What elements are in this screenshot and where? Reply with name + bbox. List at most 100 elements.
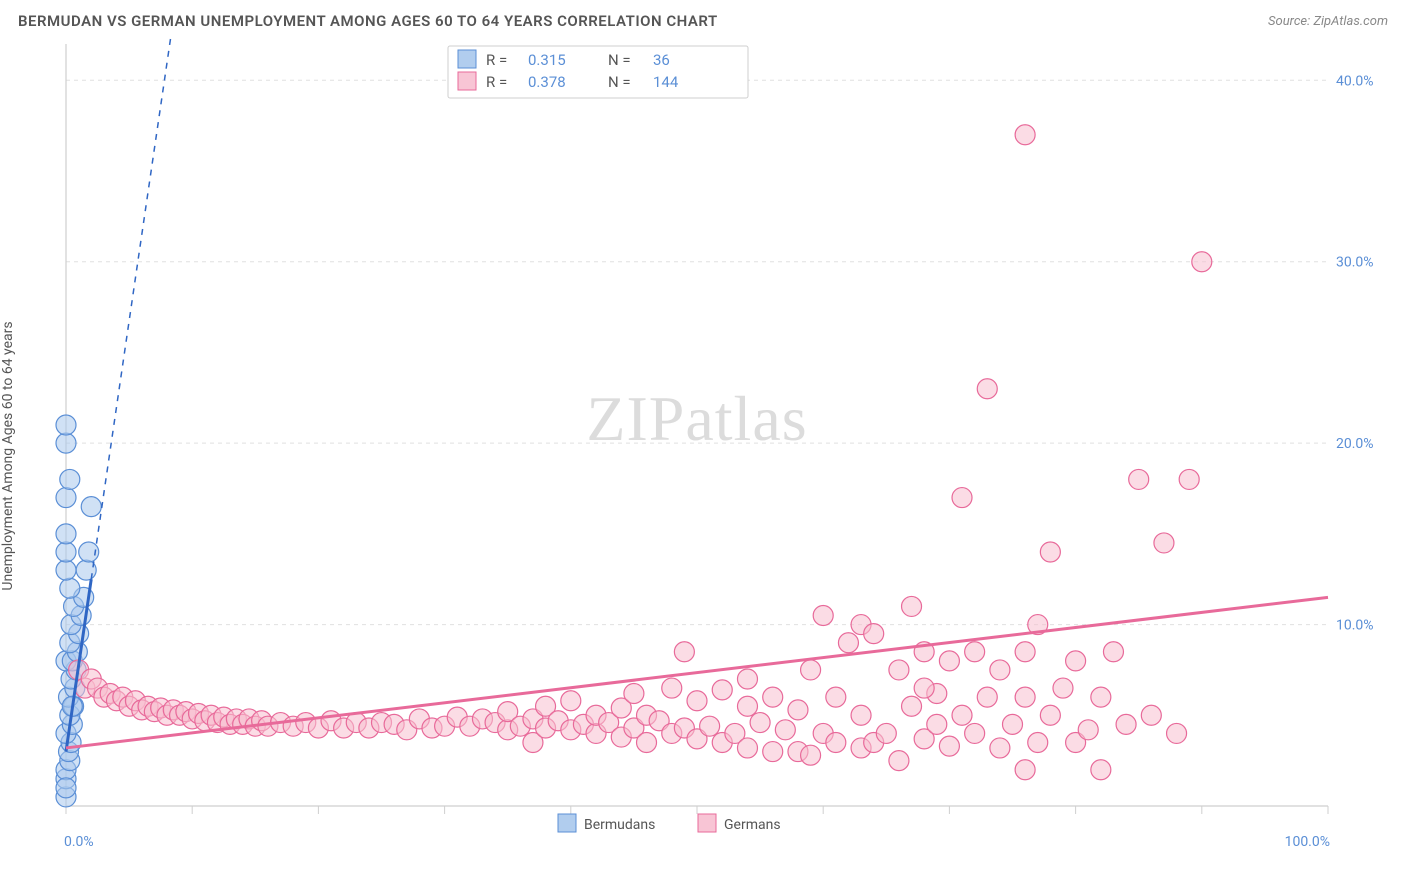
data-point xyxy=(56,524,76,544)
data-point xyxy=(1003,714,1023,734)
data-point xyxy=(624,684,644,704)
data-point xyxy=(712,680,732,700)
data-point xyxy=(990,660,1010,680)
data-point xyxy=(1015,687,1035,707)
data-point xyxy=(977,379,997,399)
data-point xyxy=(1066,651,1086,671)
legend-r-label: R = xyxy=(486,51,507,69)
data-point xyxy=(737,738,757,758)
data-point xyxy=(56,542,76,562)
data-point xyxy=(1040,705,1060,725)
legend-swatch xyxy=(458,72,476,90)
data-point xyxy=(864,624,884,644)
data-point xyxy=(851,705,871,725)
data-point xyxy=(902,596,922,616)
data-point xyxy=(56,415,76,435)
data-point xyxy=(927,714,947,734)
data-point xyxy=(876,723,896,743)
data-point xyxy=(977,687,997,707)
data-point xyxy=(1028,733,1048,753)
data-point xyxy=(56,778,76,798)
data-point xyxy=(788,700,808,720)
data-point xyxy=(60,469,80,489)
data-point xyxy=(561,691,581,711)
data-point xyxy=(81,497,101,517)
stats-legend: R =0.315N =36R =0.378N =144 xyxy=(448,46,748,98)
data-point xyxy=(56,488,76,508)
data-point xyxy=(737,669,757,689)
y-tick-label: 30.0% xyxy=(1336,255,1374,271)
data-point xyxy=(1091,687,1111,707)
data-point xyxy=(1015,760,1035,780)
legend-n-value: 36 xyxy=(653,51,670,69)
data-point xyxy=(1154,533,1174,553)
data-point xyxy=(1129,469,1149,489)
watermark-text: ZIPatlas xyxy=(586,383,807,454)
y-tick-label: 20.0% xyxy=(1336,436,1374,452)
data-point xyxy=(939,736,959,756)
data-point xyxy=(737,696,757,716)
data-point xyxy=(826,733,846,753)
y-tick-label: 10.0% xyxy=(1336,618,1374,634)
data-point xyxy=(1078,720,1098,740)
data-point xyxy=(801,660,821,680)
data-point xyxy=(763,687,783,707)
data-point xyxy=(1053,678,1073,698)
data-point xyxy=(1141,705,1161,725)
data-point xyxy=(990,738,1010,758)
data-point xyxy=(914,678,934,698)
data-point xyxy=(60,578,80,598)
data-point xyxy=(965,723,985,743)
legend-n-label: N = xyxy=(608,51,631,69)
data-point xyxy=(1015,125,1035,145)
data-point xyxy=(952,705,972,725)
data-point xyxy=(1091,760,1111,780)
data-point xyxy=(1179,469,1199,489)
data-point xyxy=(56,560,76,580)
x-tick-label: 0.0% xyxy=(64,834,94,850)
chart-container: Unemployment Among Ages 60 to 64 years Z… xyxy=(18,36,1388,876)
source-prefix: Source: xyxy=(1268,14,1313,29)
data-point xyxy=(700,716,720,736)
y-axis-label: Unemployment Among Ages 60 to 64 years xyxy=(0,321,16,590)
data-point xyxy=(1167,723,1187,743)
data-point xyxy=(1015,642,1035,662)
legend-r-label: R = xyxy=(486,73,507,91)
bottom-legend-label: Germans xyxy=(724,817,781,833)
bottom-legend-label: Bermudans xyxy=(584,817,655,833)
data-point xyxy=(674,642,694,662)
data-point xyxy=(763,742,783,762)
data-point xyxy=(801,745,821,765)
trend-line-germans xyxy=(66,597,1328,748)
legend-n-label: N = xyxy=(608,73,631,91)
y-tick-label: 40.0% xyxy=(1336,73,1374,89)
data-point xyxy=(1116,714,1136,734)
data-point xyxy=(889,660,909,680)
legend-r-value: 0.315 xyxy=(528,51,566,69)
data-point xyxy=(750,713,770,733)
data-point xyxy=(1103,642,1123,662)
correlation-scatter-chart: ZIPatlas 0.0% 100.0% 10.0% 20.0% 30.0% 40.0% R … xyxy=(18,36,1388,876)
data-point xyxy=(775,720,795,740)
data-point xyxy=(637,733,657,753)
data-point xyxy=(939,651,959,671)
data-point xyxy=(662,678,682,698)
data-point xyxy=(952,488,972,508)
data-point xyxy=(826,687,846,707)
chart-title: BERMUDAN VS GERMAN UNEMPLOYMENT AMONG AG… xyxy=(18,12,718,30)
source-name: ZipAtlas.com xyxy=(1313,14,1388,29)
legend-n-value: 144 xyxy=(653,73,679,91)
data-point xyxy=(902,696,922,716)
bottom-legend-swatch xyxy=(698,814,716,832)
data-point xyxy=(889,751,909,771)
data-point xyxy=(1192,252,1212,272)
data-point xyxy=(56,433,76,453)
trend-line-dashed-bermudans xyxy=(91,36,287,579)
chart-source: Source: ZipAtlas.com xyxy=(1268,14,1388,29)
data-point xyxy=(687,691,707,711)
data-point xyxy=(838,633,858,653)
data-point xyxy=(1040,542,1060,562)
x-tick-label: 100.0% xyxy=(1285,834,1330,850)
data-point xyxy=(965,642,985,662)
bottom-legend-swatch xyxy=(558,814,576,832)
